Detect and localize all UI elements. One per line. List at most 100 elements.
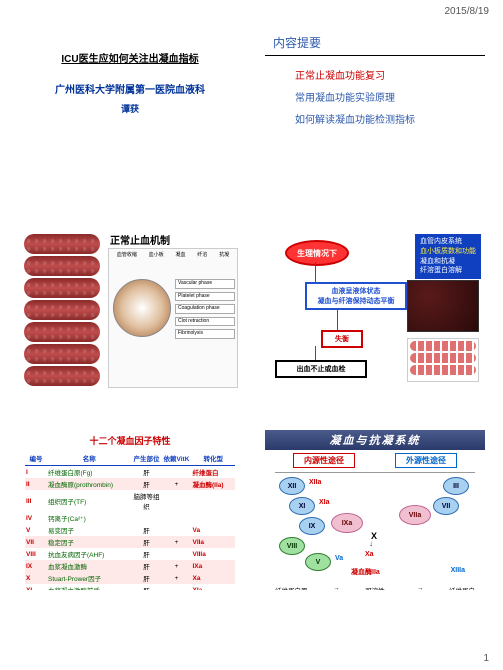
- page-date: 2015/8/19: [445, 6, 490, 17]
- cell: 肝: [131, 572, 161, 584]
- cell: [161, 524, 191, 536]
- cell: 凝血酶原(prothrombin): [47, 478, 131, 490]
- thrombin-label: 凝血酶IIa: [351, 567, 380, 577]
- vessel-stage: [24, 300, 100, 320]
- diagram-legend: 血管收缩 血小板 凝血 纤溶 抗凝: [111, 251, 235, 258]
- factor-oval: IX: [299, 517, 325, 535]
- legend-item: 纤溶: [197, 251, 207, 258]
- table-row: III组织因子(TF)脑肺等组织: [25, 490, 235, 512]
- cell: VIII: [25, 548, 47, 560]
- cell: II: [25, 478, 47, 490]
- table-title: 十二个凝血因子特性: [20, 430, 240, 447]
- col-header: 编号: [25, 451, 47, 466]
- cell: [161, 490, 191, 512]
- vessel-stage: [24, 322, 100, 342]
- balance-box: 血液呈液体状态凝血与纤溶保持动态平衡: [305, 282, 407, 310]
- factor-oval: XI: [289, 497, 315, 515]
- pathway-labels: 内源性途径 外源性途径: [273, 453, 477, 468]
- cell: 肝: [131, 478, 161, 490]
- factor-active: XIIIa: [451, 567, 465, 574]
- fibrinogen-label: 纤维蛋白原: [275, 585, 308, 590]
- vessel-stage: [24, 256, 100, 276]
- cell: Xa: [191, 572, 235, 584]
- slide-factors-table: 十二个凝血因子特性 编号 名称 产生部位 依赖VitK 转化型 I纤维蛋白原(F…: [20, 430, 240, 590]
- cell: +: [161, 478, 191, 490]
- outline-heading: 内容提要: [265, 30, 485, 56]
- page-number: 1: [483, 653, 489, 664]
- outline-item: 常用凝血功能实验原理: [295, 88, 485, 110]
- table-row: II凝血酶原(prothrombin)肝+凝血酶(IIa): [25, 478, 235, 490]
- cell: 钙离子(Ca²⁺): [47, 512, 131, 524]
- cell: 易变因子: [47, 524, 131, 536]
- cell: [161, 466, 191, 479]
- phase-box: Vascular phase: [175, 279, 235, 289]
- legend-item: 凝血: [175, 251, 185, 258]
- cell: 血浆凝血激酶前质: [47, 584, 131, 590]
- hemostasis-diagram: 血管收缩 血小板 凝血 纤溶 抗凝 Vascular phase Platele…: [108, 248, 238, 388]
- table-row: IX血浆凝血激酶肝+IXa: [25, 560, 235, 572]
- factor-oval: VIII: [279, 537, 305, 555]
- outline-list: 正常止凝血功能复习 常用凝血功能实验原理 如何解读凝血功能检测指标: [265, 56, 485, 132]
- system-item: 血管内皮系统: [420, 237, 476, 247]
- connector: [337, 308, 338, 330]
- cell: 肝: [131, 584, 161, 590]
- system-item: 纤溶蛋白溶解: [420, 266, 476, 276]
- slides-grid: ICU医生应如何关注出凝血指标 广州医科大学附属第一医院血液科 谭获 内容提要 …: [20, 30, 483, 590]
- cells-image: [407, 338, 479, 382]
- cell: VII: [25, 536, 47, 548]
- cell: IX: [25, 560, 47, 572]
- cell-row: [410, 341, 476, 351]
- factor-oval: V: [305, 553, 331, 571]
- vessel-images: [24, 234, 104, 388]
- legend-item: 血小板: [149, 251, 164, 258]
- phase-box: Platelet phase: [175, 292, 235, 302]
- author: 谭获: [20, 102, 240, 115]
- factor-oval: VII: [433, 497, 459, 515]
- vessel-stage: [24, 366, 100, 386]
- slide-physiology: 生理情况下 血管内皮系统 血小板质数和功能 凝血和抗凝 纤溶蛋白溶解 血液呈液体…: [265, 230, 485, 390]
- col-header: 依赖VitK: [161, 451, 191, 466]
- cell: 纤维蛋白: [191, 466, 235, 479]
- clot-image: [407, 280, 479, 332]
- cell: 肝: [131, 548, 161, 560]
- cell: 肝: [131, 560, 161, 572]
- arrow-right-icon: →: [333, 585, 340, 590]
- cascade-title: 凝血与抗凝系统: [265, 430, 485, 450]
- phase-box: Fibrinolysis: [175, 329, 235, 339]
- cell: +: [161, 572, 191, 584]
- cell: +: [161, 560, 191, 572]
- cell: [161, 584, 191, 590]
- systems-box: 血管内皮系统 血小板质数和功能 凝血和抗凝 纤溶蛋白溶解: [415, 234, 481, 279]
- phase-boxes: Vascular phase Platelet phase Coagulatio…: [175, 279, 235, 342]
- connector: [315, 346, 316, 360]
- hemostasis-title: 正常止血机制: [110, 232, 170, 247]
- cell: III: [25, 490, 47, 512]
- cell: IXa: [191, 560, 235, 572]
- factor-active: Xa: [365, 551, 374, 558]
- connector: [315, 262, 316, 282]
- phase-box: Clot retraction: [175, 317, 235, 327]
- system-item: 凝血和抗凝: [420, 257, 476, 267]
- legend-item: 血管收缩: [117, 251, 137, 258]
- arrow-down-icon: ↓: [369, 539, 373, 548]
- cell: 肝: [131, 524, 161, 536]
- table-row: V易变因子肝Va: [25, 524, 235, 536]
- table-row: I纤维蛋白原(Fg)肝纤维蛋白: [25, 466, 235, 479]
- cell: 脑肺等组织: [131, 490, 161, 512]
- fibrin-row: 纤维蛋白原 → 可溶性纤维蛋白 → 纤维蛋白: [265, 585, 485, 590]
- soluble-fibrin-label: 可溶性纤维蛋白: [365, 585, 391, 590]
- factor-active: XIIa: [309, 479, 321, 486]
- cell: 肝: [131, 536, 161, 548]
- intrinsic-label: 内源性途径: [293, 453, 355, 468]
- vessel-stage: [24, 234, 100, 254]
- table-row: VII稳定因子肝+VIIa: [25, 536, 235, 548]
- cell: X: [25, 572, 47, 584]
- table-row: XI血浆凝血激酶前质肝XIa: [25, 584, 235, 590]
- cell: 组织因子(TF): [47, 490, 131, 512]
- cell: 稳定因子: [47, 536, 131, 548]
- factors-table: 编号 名称 产生部位 依赖VitK 转化型 I纤维蛋白原(Fg)肝纤维蛋白II凝…: [25, 451, 235, 590]
- cell-row: [410, 365, 476, 375]
- factor-oval: IXa: [331, 513, 363, 533]
- cell: +: [161, 536, 191, 548]
- cell-row: [410, 353, 476, 363]
